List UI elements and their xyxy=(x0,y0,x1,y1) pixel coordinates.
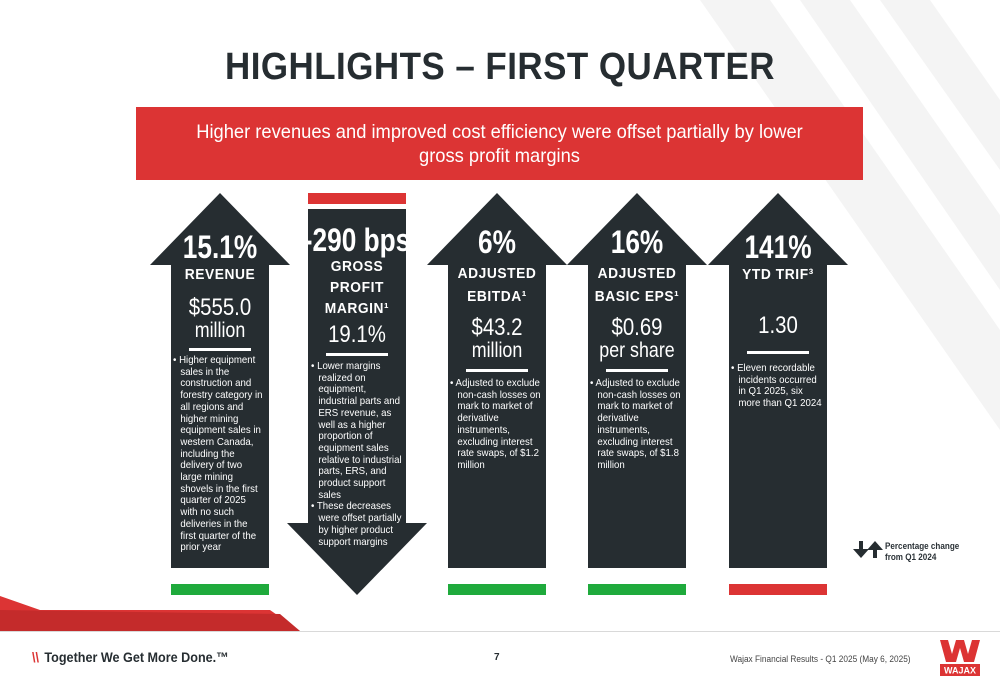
card-gross-margin: -290 bps GROSS PROFIT MARGIN¹ 19.1% • Lo… xyxy=(287,193,427,595)
card-adjusted-ebitda-label-1: ADJUSTED xyxy=(457,266,537,282)
card-adjusted-ebitda-change: 6% xyxy=(478,224,516,260)
bullet-item: • Adjusted to exclude non-cash losses on… xyxy=(450,377,541,471)
card-ytd-trif-value: 1.30 xyxy=(758,312,798,339)
card-ytd-trif-bullets: • Eleven recordable incidents occurred i… xyxy=(731,362,823,410)
card-revenue-change: 15.1% xyxy=(182,229,258,265)
divider xyxy=(326,353,388,356)
card-adjusted-eps-value: $0.69 xyxy=(611,314,663,341)
card-adjusted-eps-unit: per share xyxy=(599,339,675,362)
status-bar-positive xyxy=(171,584,269,595)
card-revenue: 15.1% REVENUE $555.0 million • Higher eq… xyxy=(150,193,290,595)
card-adjusted-ebitda-label-2: EBITDA¹ xyxy=(467,289,527,305)
bullet-item: • Adjusted to exclude non-cash losses on… xyxy=(590,377,681,471)
card-gross-margin-label-2: PROFIT xyxy=(330,280,384,296)
card-adjusted-eps-label-1: ADJUSTED xyxy=(597,266,677,282)
card-revenue-value: $555.0 xyxy=(188,294,252,321)
card-adjusted-ebitda-unit: million xyxy=(471,339,523,362)
footer-divider xyxy=(0,631,1000,632)
tagline-text: Together We Get More Done.™ xyxy=(44,649,229,665)
logo-text: WAJAX xyxy=(944,666,976,676)
summary-banner-text: Higher revenues and improved cost effici… xyxy=(196,120,803,167)
divider xyxy=(606,369,668,372)
card-adjusted-ebitda-value: $43.2 xyxy=(471,314,523,341)
card-adjusted-ebitda-bullets: • Adjusted to exclude non-cash losses on… xyxy=(450,377,543,472)
bullet-item: • Eleven recordable incidents occurred i… xyxy=(731,362,822,410)
down-arrow-shape xyxy=(287,209,427,595)
up-arrow-shape xyxy=(567,193,707,568)
card-ytd-trif: 141% YTD TRIF³ 1.30 • Eleven recordable … xyxy=(708,193,848,595)
divider xyxy=(466,369,528,372)
up-arrow-shape xyxy=(708,193,848,568)
card-gross-margin-change: -290 bps xyxy=(303,222,411,258)
divider xyxy=(189,348,251,351)
card-revenue-label: REVENUE xyxy=(184,267,256,283)
footer-source: Wajax Financial Results - Q1 2025 (May 6… xyxy=(730,654,911,664)
card-revenue-unit: million xyxy=(194,319,246,342)
bullet-item: • These decreases were offset partially … xyxy=(311,500,402,548)
card-gross-margin-label-3: MARGIN¹ xyxy=(324,301,390,317)
bullet-item: • Higher equipment sales in the construc… xyxy=(173,354,263,554)
legend-text: Percentage change from Q1 2024 xyxy=(885,541,960,562)
card-adjusted-ebitda: 6% ADJUSTED EBITDA¹ $43.2 million • Adju… xyxy=(427,193,567,595)
card-adjusted-eps: 16% ADJUSTED BASIC EPS¹ $0.69 per share … xyxy=(567,193,707,595)
bullet-item: • Lower margins realized on equipment, i… xyxy=(311,360,402,501)
card-revenue-bullets: • Higher equipment sales in the construc… xyxy=(173,354,264,554)
card-gross-margin-value: 19.1% xyxy=(328,321,386,348)
card-adjusted-eps-bullets: • Adjusted to exclude non-cash losses on… xyxy=(590,377,683,472)
up-arrow-shape xyxy=(150,193,290,568)
status-bar-positive xyxy=(588,584,686,595)
up-down-arrows-icon xyxy=(853,541,883,558)
page-number: 7 xyxy=(494,652,500,663)
card-ytd-trif-label: YTD TRIF³ xyxy=(742,267,814,283)
card-gross-margin-label-1: GROSS xyxy=(330,259,384,275)
page-title: HIGHLIGHTS – FIRST QUARTER xyxy=(225,46,775,88)
tagline-slashes: \\ xyxy=(32,649,40,665)
card-gross-margin-bullets: • Lower margins realized on equipment, i… xyxy=(311,360,403,548)
card-adjusted-eps-change: 16% xyxy=(610,224,664,260)
footer-tagline: \\ Together We Get More Done.™ xyxy=(32,649,229,665)
divider xyxy=(747,351,809,354)
wajax-logo: WAJAX xyxy=(940,640,980,676)
card-ytd-trif-change: 141% xyxy=(744,229,812,265)
status-bar-negative xyxy=(308,193,406,204)
summary-banner: Higher revenues and improved cost effici… xyxy=(136,107,863,180)
card-adjusted-eps-label-2: BASIC EPS¹ xyxy=(594,289,680,305)
status-bar-negative xyxy=(729,584,827,595)
status-bar-positive xyxy=(448,584,546,595)
up-arrow-shape xyxy=(427,193,567,568)
